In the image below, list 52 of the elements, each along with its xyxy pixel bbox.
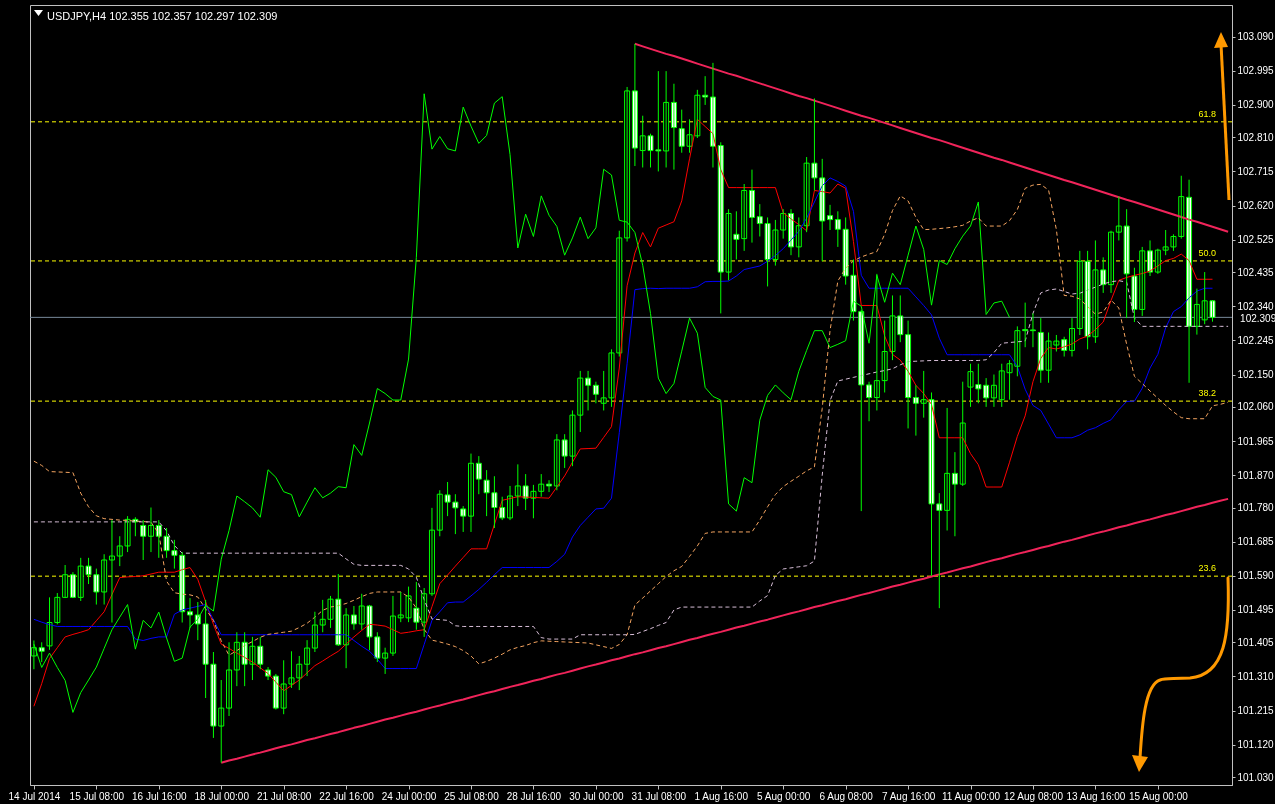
x-tick-label: 6 Aug 08:00 (819, 790, 874, 802)
x-tick-label: 12 Aug 08:00 (1003, 790, 1064, 802)
y-tick-label: 101.310 (1237, 670, 1275, 682)
y-tick-label: 101.030 (1237, 771, 1275, 783)
x-tick-label: 18 Jul 00:00 (194, 790, 250, 802)
y-tick-label: 102.340 (1237, 300, 1275, 312)
x-tick-label: 22 Jul 16:00 (319, 790, 375, 802)
y-tick-label: 102.245 (1237, 334, 1275, 346)
annotation: 50.0 (1198, 247, 1217, 258)
line-series (220, 497, 1230, 764)
y-tick-label: 102.900 (1237, 99, 1275, 111)
y-tick-label: 102.995 (1237, 65, 1275, 77)
annotation: 23.6 (1198, 563, 1217, 574)
x-tick-label: 7 Aug 16:00 (881, 790, 936, 802)
annotation: 61.8 (1198, 108, 1217, 119)
x-tick-label: 15 Jul 08:00 (69, 790, 125, 802)
y-tick-label: 102.620 (1237, 200, 1275, 212)
x-tick-label: 13 Aug 16:00 (1066, 790, 1126, 802)
annotation: 38.2 (1198, 388, 1217, 399)
x-tick-label: 5 Aug 00:00 (757, 790, 811, 802)
candlestick (546, 479, 553, 493)
y-tick-label: 101.215 (1237, 705, 1275, 717)
x-tick-label: 16 Jul 16:00 (132, 790, 187, 802)
x-tick-label: 31 Jul 08:00 (631, 790, 687, 802)
x-tick-label: 11 Aug 00:00 (941, 790, 1001, 802)
y-tick-label: 102.525 (1237, 234, 1275, 246)
x-tick-label: 21 Jul 08:00 (256, 790, 312, 802)
y-tick-label: 102.060 (1237, 401, 1275, 413)
x-tick-label: 30 Jul 00:00 (569, 790, 625, 802)
ref-line-label: 102.309 (1240, 313, 1275, 325)
y-tick-label: 101.590 (1237, 570, 1275, 582)
y-tick-label: 101.495 (1237, 604, 1275, 616)
x-tick-label: 15 Aug 00:00 (1128, 790, 1189, 802)
x-tick-label: 24 Jul 00:00 (381, 790, 437, 802)
y-tick-label: 102.810 (1237, 131, 1275, 143)
y-tick-label: 101.405 (1237, 636, 1275, 648)
y-tick-label: 102.715 (1237, 165, 1275, 177)
y-tick-label: 101.120 (1237, 739, 1275, 751)
y-tick-label: 101.685 (1237, 536, 1275, 548)
chart-title: USDJPY,H4 102.355 102.357 102.297 102.309 (47, 10, 278, 22)
line-series (633, 42, 1230, 233)
candlestick (38, 641, 45, 663)
y-tick-label: 101.965 (1237, 435, 1275, 447)
y-tick-label: 102.150 (1237, 369, 1275, 381)
y-tick-label: 101.870 (1237, 469, 1275, 481)
y-tick-label: 102.435 (1237, 266, 1275, 278)
x-tick-label: 28 Jul 16:00 (506, 790, 562, 802)
x-tick-label: 1 Aug 16:00 (694, 790, 749, 802)
y-tick-label: 101.780 (1237, 502, 1275, 514)
y-tick-label: 103.090 (1237, 31, 1275, 43)
x-tick-label: 14 Jul 2014 (8, 790, 61, 802)
x-tick-label: 25 Jul 08:00 (444, 790, 500, 802)
